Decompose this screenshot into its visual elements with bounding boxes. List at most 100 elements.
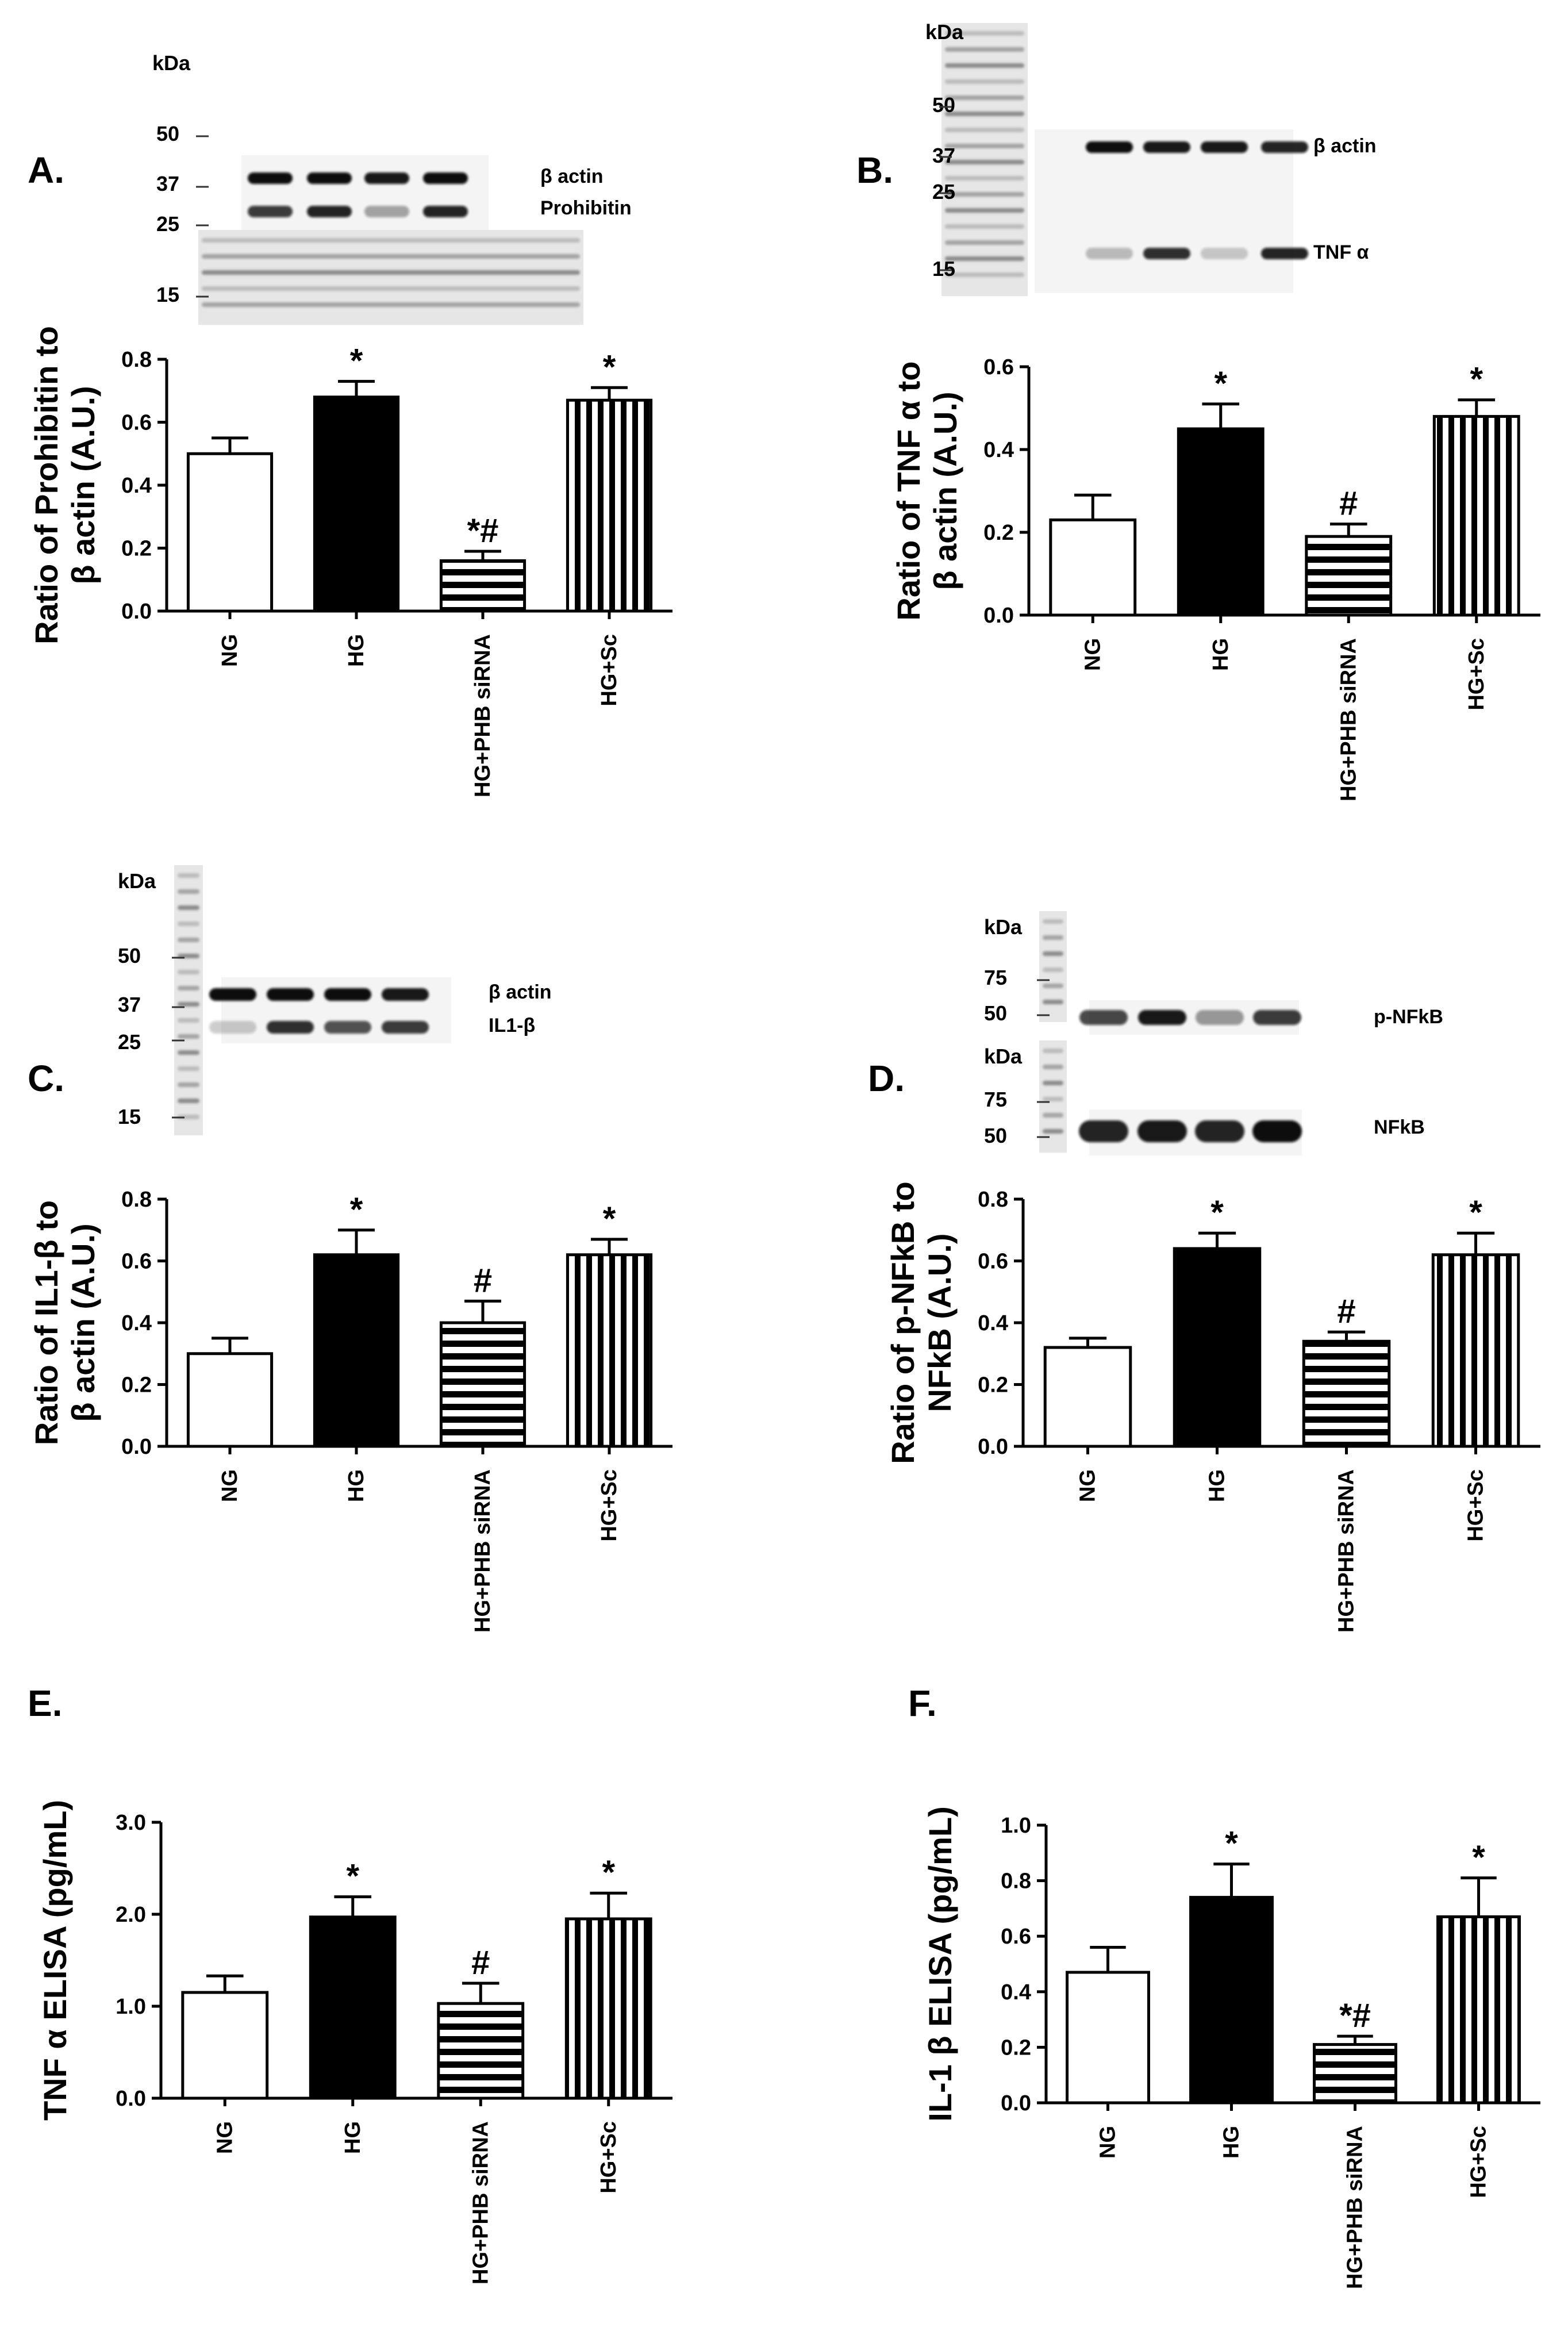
ladder-band: [1043, 967, 1063, 972]
bar-chart: 0.0 0.2 0.4 0.6 0.8 Ratio of IL1-β to β actin …: [28, 1188, 672, 1633]
protein-band: [423, 206, 468, 217]
y-tick-label: 0.2: [121, 537, 152, 561]
bar: [564, 1917, 652, 2100]
x-category-label: NG: [1076, 1469, 1100, 1502]
bar: [439, 559, 526, 613]
protein-band: [1252, 1120, 1302, 1142]
protein-band: [1261, 248, 1308, 259]
y-tick-label: 0.4: [121, 1311, 152, 1335]
bar-chart: 0.0 1.0 2.0 3.0 TNF α ELISA (pg/mL) NG * HG # HG+…: [37, 1800, 672, 2284]
protein-band: [423, 172, 468, 184]
ladder-band: [178, 986, 199, 990]
bar: [1436, 1915, 1521, 2105]
bar: [186, 1352, 274, 1448]
western-blot: kDa 75 50 NFkB: [984, 1040, 1425, 1155]
marker-weight: 15: [156, 283, 179, 306]
y-tick-label: 0.4: [1001, 1980, 1031, 2005]
ladder-band: [178, 1050, 199, 1055]
bar-chart: 0.0 0.2 0.4 0.6 0.8 Ratio of Prohibitin to β a…: [28, 326, 672, 797]
ladder-band: [945, 95, 1024, 100]
protein-band: [267, 988, 314, 1001]
bar: [1189, 1896, 1274, 2105]
significance-mark: #: [1339, 485, 1358, 523]
significance-mark: #: [471, 1944, 490, 1982]
marker-weight: 50: [932, 93, 955, 117]
ladder-band: [945, 63, 1024, 68]
significance-mark: #: [1337, 1293, 1355, 1330]
significance-mark: *: [346, 1858, 359, 1895]
band-label: NFkB: [1374, 1116, 1425, 1138]
ladder-band: [945, 160, 1024, 164]
bar: [313, 1253, 400, 1448]
significance-mark: *: [1225, 1825, 1238, 1863]
bar: [1432, 414, 1520, 617]
marker-weight: 50: [118, 944, 141, 967]
y-axis-title: β actin (A.U.): [65, 386, 101, 584]
x-category-label: HG: [1205, 1469, 1229, 1502]
significance-mark: *: [1469, 1194, 1482, 1231]
band-label: Prohibitin: [540, 197, 632, 219]
ladder-lane: [198, 230, 583, 325]
y-tick-label: 3.0: [116, 1811, 146, 1835]
panel-label: B.: [856, 149, 893, 191]
ladder-lane: [1039, 911, 1067, 1022]
marker-weight: 15: [932, 257, 955, 281]
panel-2: B. kDa 50 37 25 15 β actin TNF α 0.0 0.2 0.4 0.6 Rat…: [856, 20, 1540, 801]
band-label: β actin: [1313, 135, 1377, 157]
panel-label: E.: [28, 1683, 62, 1724]
y-axis-title: NFkB (A.U.): [921, 1233, 958, 1412]
kda-label: kDa: [984, 1045, 1023, 1068]
protein-band: [324, 1021, 371, 1034]
x-category-label: HG+PHB siRNA: [471, 1469, 495, 1633]
protein-band: [1143, 248, 1190, 259]
panel-label: A.: [28, 149, 64, 191]
ladder-band: [945, 192, 1024, 197]
protein-band: [307, 172, 352, 184]
protein-band: [364, 206, 409, 217]
protein-band: [1086, 248, 1133, 259]
y-axis-title: Ratio of TNF α to: [890, 361, 927, 620]
x-category-label: HG+PHB siRNA: [1343, 2126, 1367, 2289]
marker-weight: 75: [984, 1088, 1007, 1111]
ladder-lane: [941, 23, 1028, 296]
significance-mark: *: [350, 342, 363, 379]
y-tick-label: 1.0: [116, 1995, 146, 2019]
y-tick-label: 0.2: [978, 1373, 1008, 1397]
y-axis-title: β actin (A.U.): [65, 1223, 101, 1422]
bar-chart: 0.0 0.2 0.4 0.6 Ratio of TNF α to β actin (A.…: [890, 355, 1540, 801]
ladder-band: [202, 286, 580, 291]
band-label: β actin: [489, 981, 552, 1003]
protein-band: [1261, 141, 1308, 153]
bar: [566, 398, 653, 613]
protein-band: [1086, 141, 1133, 153]
western-blot: kDa 50 37 25 15 β actin IL1-β: [118, 865, 552, 1135]
protein-band: [209, 1021, 256, 1034]
ladder-band: [178, 1002, 199, 1007]
bar-chart: 0.0 0.2 0.4 0.6 0.8 1.0 IL-1 β ELISA (pg/mL) NG…: [922, 1806, 1540, 2289]
significance-mark: *: [603, 1200, 616, 1238]
y-tick-label: 2.0: [116, 1903, 146, 1927]
panel-label: C.: [28, 1058, 64, 1099]
x-category-label: HG: [1220, 2126, 1244, 2159]
bar: [1177, 427, 1265, 617]
ladder-band: [1043, 1065, 1063, 1069]
ladder-band: [1043, 1049, 1063, 1053]
ladder-band: [178, 873, 199, 878]
ladder-band: [178, 1066, 199, 1071]
ladder-band: [1043, 1113, 1063, 1118]
ladder-band: [1043, 984, 1063, 988]
y-tick-label: 0.8: [121, 348, 152, 372]
band-label: β actin: [540, 166, 604, 187]
y-tick-label: 0.0: [983, 604, 1014, 628]
y-tick-label: 0.4: [983, 438, 1014, 462]
ladder-band: [202, 270, 580, 275]
ladder-band: [1043, 1129, 1063, 1134]
kda-label: kDa: [118, 869, 156, 893]
kda-label: kDa: [925, 20, 964, 44]
y-tick-label: 0.8: [978, 1188, 1008, 1212]
marker-weight: 37: [932, 144, 955, 167]
y-tick-label: 0.0: [978, 1435, 1008, 1459]
protein-band: [364, 172, 409, 184]
ladder-band: [1043, 935, 1063, 940]
y-tick-label: 0.6: [121, 1250, 152, 1274]
